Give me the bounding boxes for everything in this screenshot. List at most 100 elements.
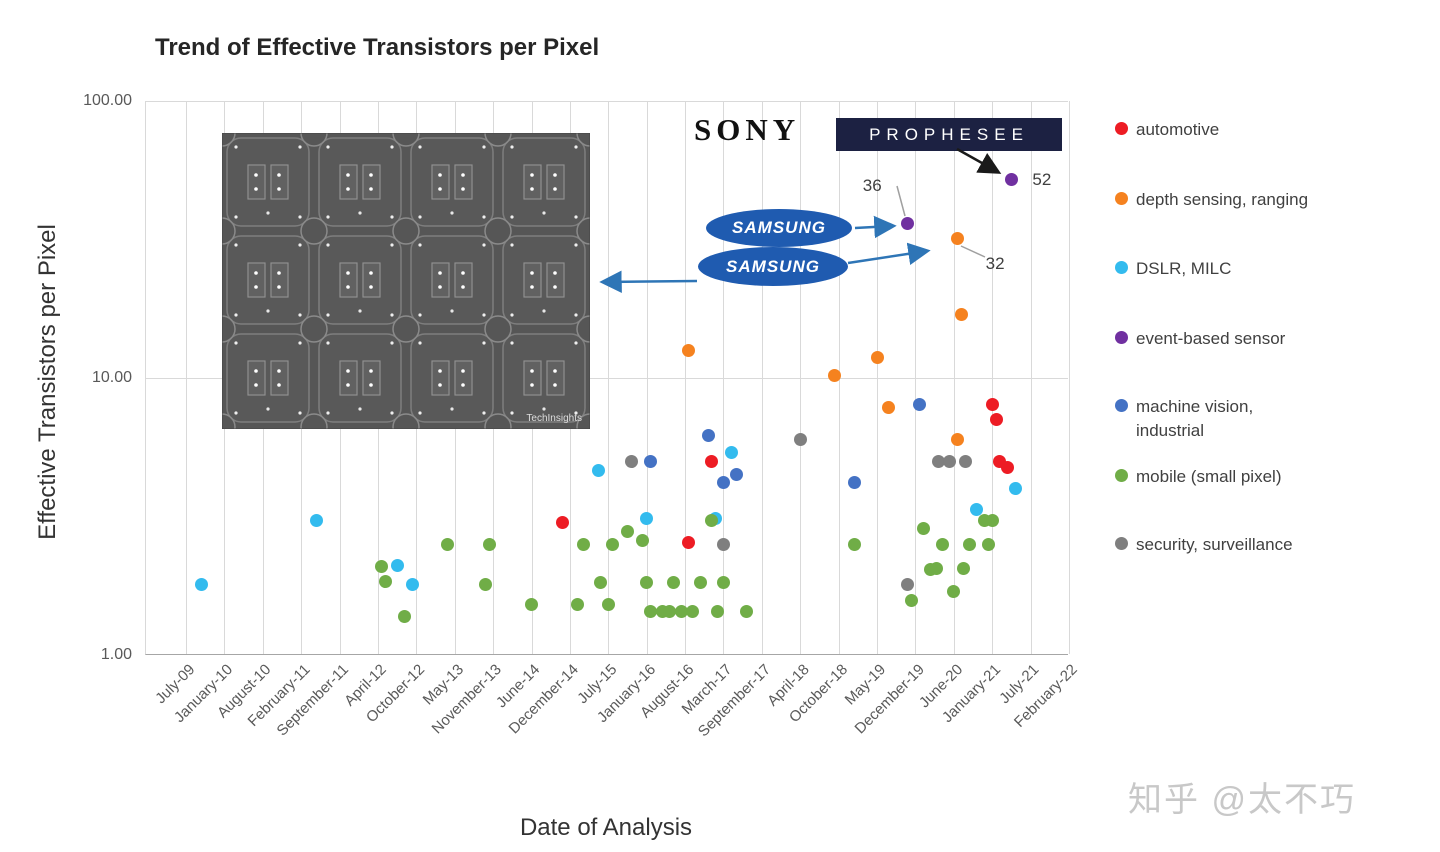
data-point <box>390 559 404 573</box>
y-tick-label: 1.00 <box>100 646 132 663</box>
legend-dot-icon <box>1115 469 1128 482</box>
legend-item: event-based sensor <box>1115 327 1285 351</box>
data-point <box>682 343 696 357</box>
gridline <box>1030 101 1032 654</box>
data-point <box>592 463 606 477</box>
data-point <box>682 535 696 549</box>
site-watermark: 知乎 @太不巧 <box>1128 781 1356 819</box>
legend-dot-icon <box>1115 537 1128 550</box>
data-point <box>955 307 968 321</box>
data-point <box>882 401 896 415</box>
data-point <box>194 577 208 591</box>
data-point <box>525 598 539 612</box>
data-point <box>847 475 861 489</box>
data-point <box>644 605 658 619</box>
data-point <box>640 512 654 526</box>
legend-dot-icon <box>1115 399 1128 412</box>
data-point <box>621 524 634 538</box>
data-point <box>905 594 919 608</box>
data-point <box>930 561 944 575</box>
data-point <box>951 432 965 446</box>
data-point <box>701 429 715 442</box>
data-point <box>576 538 590 552</box>
data-point <box>985 398 999 412</box>
data-point <box>716 538 730 552</box>
samsung-logo: SAMSUNG <box>698 247 848 286</box>
gridline <box>877 101 879 654</box>
data-point <box>693 576 707 590</box>
data-point <box>663 605 677 619</box>
gridline <box>146 378 1068 379</box>
data-point <box>916 521 930 535</box>
data-point <box>644 454 658 468</box>
point-label-36: 36 <box>862 175 882 195</box>
data-point <box>947 584 961 598</box>
legend-label: machine vision, industrial <box>1136 397 1254 440</box>
x-axis-title: Date of Analysis <box>519 814 693 841</box>
gridline <box>1069 101 1070 654</box>
data-point <box>962 538 976 552</box>
data-point <box>674 605 688 619</box>
data-point <box>375 560 389 574</box>
data-point <box>555 516 569 530</box>
data-point <box>601 598 615 612</box>
data-point <box>398 609 412 623</box>
data-point <box>989 412 1003 426</box>
data-point <box>793 432 807 446</box>
data-point <box>1001 461 1015 475</box>
data-point <box>740 605 753 619</box>
data-point <box>624 454 638 468</box>
gridline <box>608 101 610 654</box>
legend-label: event-based sensor <box>1136 329 1286 348</box>
data-point <box>716 576 730 590</box>
plot-area: July-09 January-10 August-10 February-11 Sep… <box>145 101 1081 740</box>
samsung-logo: SAMSUNG <box>706 209 852 247</box>
data-point <box>379 575 393 589</box>
data-point <box>956 561 970 575</box>
data-point <box>951 231 965 245</box>
gridline <box>685 101 687 654</box>
gridline <box>723 101 725 654</box>
gridline <box>761 101 763 654</box>
legend-label: DSLR, MILC <box>1136 259 1232 278</box>
pixel-micrograph-inset-image: TechInsights <box>222 133 590 429</box>
legend-item: automotive <box>1115 118 1219 142</box>
data-point <box>901 578 915 592</box>
legend-label: security, surveillance <box>1136 535 1293 554</box>
y-axis-title: Effective Transistors per Pixel <box>34 224 61 540</box>
data-point <box>931 454 945 468</box>
legend-dot-icon <box>1115 122 1128 135</box>
legend-dot-icon <box>1115 261 1128 274</box>
gridline <box>146 101 1068 102</box>
legend-item: depth sensing, ranging <box>1115 188 1308 212</box>
legend-label: automotive <box>1136 120 1220 139</box>
data-point <box>970 503 984 517</box>
data-point <box>636 533 650 547</box>
data-point <box>828 369 842 383</box>
chart-title: Trend of Effective Transistors per Pixel <box>155 34 600 61</box>
point-label-52: 52 <box>1032 169 1052 189</box>
data-point <box>482 538 496 552</box>
data-point <box>705 454 719 468</box>
chart-legend: automotive depth sensing, ranging DSLR, MI… <box>1115 118 1415 588</box>
data-point <box>985 513 999 527</box>
data-point <box>912 398 926 412</box>
data-point <box>605 538 619 552</box>
data-point <box>1004 173 1018 187</box>
data-point <box>478 578 492 592</box>
data-point <box>667 576 681 590</box>
prophesee-logo: PROPHESEE <box>836 118 1062 151</box>
legend-label: depth sensing, ranging <box>1136 190 1309 209</box>
gridline <box>800 101 802 654</box>
y-tick-label: 10.00 <box>91 369 132 386</box>
data-point <box>640 576 654 590</box>
data-point <box>724 445 738 459</box>
data-point <box>406 577 419 591</box>
data-point <box>686 605 700 619</box>
legend-dot-icon <box>1115 331 1128 344</box>
data-point <box>711 605 725 619</box>
data-point <box>571 598 585 612</box>
data-point <box>958 454 972 468</box>
legend-item: machine vision, industrial <box>1115 395 1253 443</box>
data-point <box>440 538 454 552</box>
